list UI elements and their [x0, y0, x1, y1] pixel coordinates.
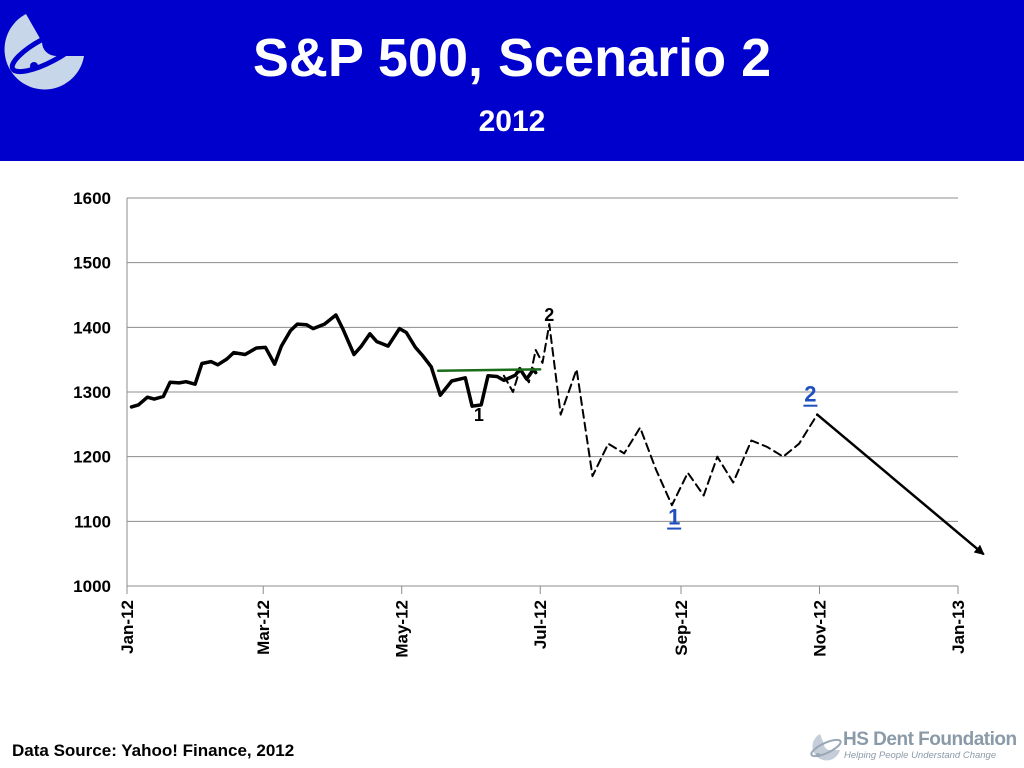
- footer-logo-icon: [810, 734, 842, 761]
- wave-label: 2: [804, 382, 816, 407]
- y-axis: 1600 1500 1400 1300 1200 1100 1000: [73, 189, 128, 596]
- header-banner: S&P 500, Scenario 2 2012: [0, 0, 1024, 161]
- scenario-projection-line: [502, 323, 819, 507]
- x-tick-label: May-12: [393, 600, 412, 658]
- data-source-note: Data Source: Yahoo! Finance, 2012: [12, 741, 295, 760]
- y-tick-label: 1000: [73, 577, 111, 596]
- y-tick-label: 1100: [74, 512, 111, 531]
- y-tick-label: 1300: [73, 383, 111, 402]
- y-tick-label: 1400: [73, 318, 111, 337]
- x-tick-label: Jan-12: [118, 600, 137, 654]
- x-tick-label: Jan-13: [949, 600, 968, 654]
- x-tick-label: Sep-12: [672, 600, 691, 656]
- chart: 1600 1500 1400 1300 1200 1100 1000 Jan-12 Mar-1…: [73, 189, 985, 658]
- page-subtitle: 2012: [478, 105, 546, 138]
- page-title: S&P 500, Scenario 2: [252, 28, 772, 88]
- foundation-logo-icon: [4, 14, 87, 90]
- x-tick-label: Mar-12: [254, 600, 273, 655]
- y-tick-label: 1600: [73, 189, 111, 208]
- x-tick-label: Nov-12: [811, 600, 830, 657]
- resistance-line: [436, 368, 542, 372]
- x-axis: Jan-12 Mar-12 May-12 Jul-12 Sep-12 Nov-12 Jan-…: [118, 585, 968, 658]
- chart-grid: [127, 197, 958, 587]
- wave-label: 1: [474, 405, 484, 425]
- y-tick-label: 1200: [73, 448, 111, 467]
- projected-decline-arrow: [815, 413, 985, 555]
- wave-label: 1: [668, 505, 680, 530]
- x-tick-label: Jul-12: [531, 600, 550, 649]
- wave-label: 2: [544, 305, 554, 325]
- footer-tagline: Helping People Understand Change: [844, 750, 997, 761]
- chart-series: [129, 313, 985, 555]
- y-tick-label: 1500: [73, 254, 111, 273]
- footer-org-name: HS Dent Foundation: [843, 729, 1017, 750]
- actual-price-line: [129, 313, 538, 409]
- chart-annotations: 1 2 1 2: [474, 305, 818, 530]
